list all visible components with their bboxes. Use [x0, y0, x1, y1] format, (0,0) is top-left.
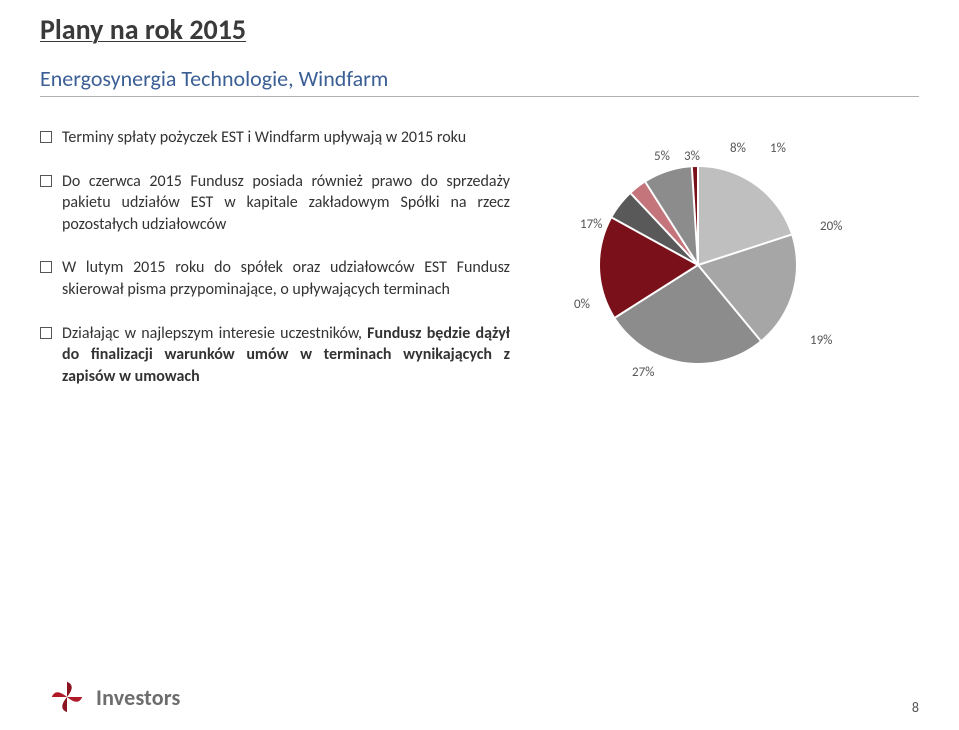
list-item: W lutym 2015 roku do spółek oraz udziało… [40, 257, 510, 300]
bullet-text: W lutym 2015 roku do spółek oraz udziało… [62, 257, 510, 300]
pinwheel-icon [48, 678, 86, 716]
brand-logo: Investors [48, 678, 181, 716]
bullet-icon [40, 175, 52, 187]
page-number: 8 [912, 699, 919, 716]
bullet-list: Terminy spłaty pożyczek EST i Windfarm u… [40, 127, 510, 409]
list-item: Działając w najlepszym interesie uczestn… [40, 323, 510, 388]
bullet-text: Działając w najlepszym interesie uczestn… [62, 323, 510, 388]
page-subtitle: Energosynergia Technologie, Windfarm [40, 65, 919, 92]
bullet-icon [40, 261, 52, 273]
list-item: Do czerwca 2015 Fundusz posiada również … [40, 171, 510, 236]
divider [40, 96, 919, 97]
bullet-icon [40, 327, 52, 339]
bullet-icon [40, 131, 52, 143]
list-item: Terminy spłaty pożyczek EST i Windfarm u… [40, 127, 510, 149]
brand-name: Investors [96, 684, 181, 711]
bullet-text: Terminy spłaty pożyczek EST i Windfarm u… [62, 127, 466, 149]
page-title: Plany na rok 2015 [40, 12, 919, 47]
bullet-text: Do czerwca 2015 Fundusz posiada również … [62, 171, 510, 236]
pie-chart: 20%19%27%0%17%5%3%8%1% [520, 127, 860, 387]
